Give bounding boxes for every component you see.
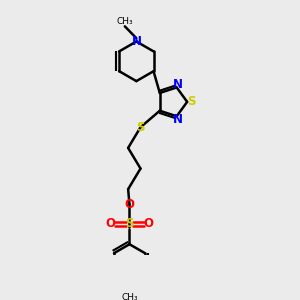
Text: N: N — [131, 35, 141, 48]
Text: CH₃: CH₃ — [116, 17, 133, 26]
Text: N: N — [173, 78, 183, 91]
Text: N: N — [173, 113, 183, 126]
Text: S: S — [187, 95, 196, 108]
Text: S: S — [125, 217, 134, 230]
Text: O: O — [144, 217, 154, 230]
Text: CH₃: CH₃ — [121, 293, 138, 300]
Text: O: O — [105, 217, 115, 230]
Text: S: S — [136, 121, 145, 134]
Text: O: O — [124, 198, 134, 211]
